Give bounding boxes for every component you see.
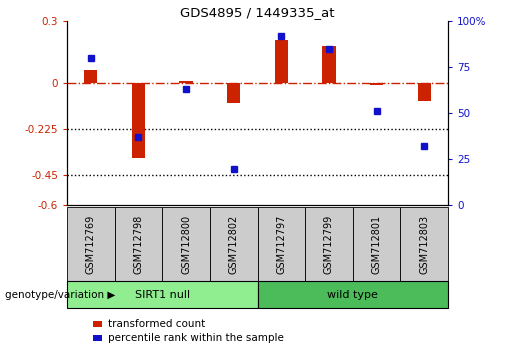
Text: transformed count: transformed count bbox=[108, 319, 205, 329]
Bar bbox=[418, 82, 431, 101]
Text: GSM712799: GSM712799 bbox=[324, 215, 334, 274]
Text: GSM712769: GSM712769 bbox=[86, 215, 96, 274]
Title: GDS4895 / 1449335_at: GDS4895 / 1449335_at bbox=[180, 6, 335, 19]
Text: genotype/variation ▶: genotype/variation ▶ bbox=[5, 290, 115, 300]
Bar bbox=[322, 46, 336, 82]
Text: GSM712800: GSM712800 bbox=[181, 215, 191, 274]
Bar bbox=[274, 40, 288, 82]
Bar bbox=[370, 82, 383, 85]
Text: wild type: wild type bbox=[328, 290, 378, 300]
Text: GSM712803: GSM712803 bbox=[419, 215, 429, 274]
Text: SIRT1 null: SIRT1 null bbox=[134, 290, 190, 300]
Text: GSM712802: GSM712802 bbox=[229, 215, 238, 274]
Bar bbox=[179, 81, 193, 82]
Bar bbox=[132, 82, 145, 158]
Text: percentile rank within the sample: percentile rank within the sample bbox=[108, 333, 284, 343]
Text: GSM712798: GSM712798 bbox=[133, 215, 143, 274]
Bar bbox=[227, 82, 241, 103]
Text: GSM712801: GSM712801 bbox=[372, 215, 382, 274]
Text: GSM712797: GSM712797 bbox=[277, 215, 286, 274]
Bar bbox=[84, 70, 97, 82]
